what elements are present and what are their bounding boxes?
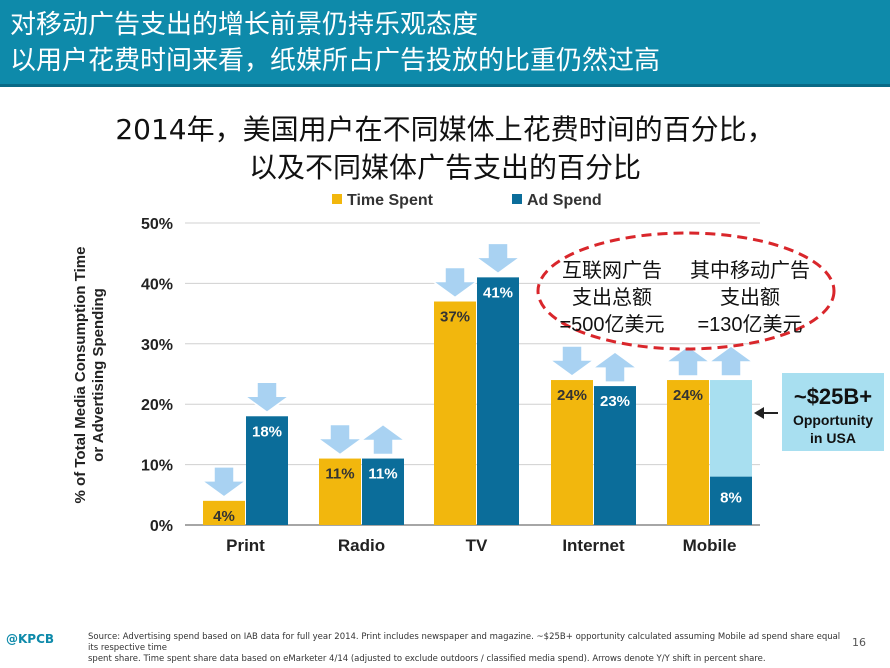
y-tick-label: 40% [141, 276, 173, 293]
header-line-2: 以用户花费时间来看，纸媒所占广告投放的比重仍然过高 [10, 46, 661, 76]
y-axis-title-line-2: or Advertising Spending [90, 288, 107, 462]
bar-mobile-ad-spend [710, 476, 752, 525]
shift-arrow-down [315, 423, 365, 456]
opportunity-pointer-head [754, 407, 764, 419]
y-tick-label: 10% [141, 458, 173, 475]
shift-arrow-up [358, 423, 408, 456]
data-label: 11% [368, 466, 397, 483]
y-tick-label: 30% [141, 337, 173, 354]
bar-print-time-spent [203, 500, 245, 525]
footnote-line-1: Source: Advertising spend based on IAB d… [88, 632, 841, 653]
y-axis-title-line-1: % of Total Media Consumption Time [72, 247, 89, 504]
bar-radio-time-spent [319, 458, 361, 525]
shift-arrow-down [430, 266, 480, 299]
callout-left-line: 互联网广告 [562, 259, 662, 282]
legend-label: Ad Spend [527, 192, 602, 209]
footnote-line-2: spent share. Time spent share data based… [88, 654, 766, 664]
shift-arrow-down [242, 381, 292, 414]
data-label: 11% [325, 466, 354, 483]
data-label: 18% [252, 423, 282, 440]
data-label: 23% [600, 393, 630, 410]
data-label: 4% [213, 508, 235, 525]
shift-arrow-down [199, 466, 249, 498]
kpcb-logo: @KPCB [6, 632, 55, 646]
bar-mobile-time-spent [667, 380, 709, 525]
shift-arrow-down [547, 345, 597, 377]
data-label: 41% [483, 284, 513, 301]
x-tick-label: Radio [338, 536, 385, 555]
data-label: 8% [720, 490, 742, 507]
callout-right-line: 支出额 [720, 286, 780, 309]
x-tick-label: Internet [562, 536, 625, 555]
shift-arrow-up [706, 345, 756, 377]
legend-label: Time Spent [347, 192, 434, 209]
header-line-1: 对移动广告支出的增长前景仍持乐观态度 [10, 10, 479, 40]
x-tick-label: TV [466, 536, 488, 555]
legend-swatch-time-spent [332, 194, 342, 204]
shift-arrow-up [663, 345, 713, 377]
opportunity-amount: ~$25B+ [794, 384, 872, 409]
data-label: 37% [440, 309, 470, 326]
bar-radio-ad-spend [362, 458, 404, 525]
opportunity-region: in USA [810, 430, 856, 446]
opportunity-label: Opportunity [793, 412, 873, 428]
callout-left-line: =500亿美元 [559, 313, 664, 336]
chart-title: 2014年，美国用户在不同媒体上花费时间的百分比， [115, 113, 775, 146]
legend-swatch-ad-spend [512, 194, 522, 204]
callout-ellipse [536, 231, 836, 351]
x-tick-label: Mobile [683, 536, 737, 555]
shift-arrow-up [590, 351, 640, 383]
chart-subtitle: 以及不同媒体广告支出的百分比 [248, 151, 641, 184]
bar-tv-ad-spend [477, 277, 519, 525]
callout-right-line: =130亿美元 [697, 313, 802, 336]
callout-right-line: 其中移动广告 [690, 259, 810, 282]
callout-left-line: 支出总额 [572, 286, 652, 309]
bar-internet-time-spent [551, 380, 593, 525]
data-label: 24% [557, 387, 587, 404]
bar-internet-ad-spend [594, 386, 636, 525]
bar-print-ad-spend [246, 416, 288, 525]
opportunity-box [782, 373, 884, 451]
source-footnote: Source: Advertising spend based on IAB d… [88, 632, 848, 665]
x-tick-label: Print [226, 536, 265, 555]
shift-arrow-down [473, 242, 523, 275]
page-number: 16 [852, 636, 866, 649]
bar-tv-time-spent [434, 301, 476, 525]
data-label: 24% [673, 387, 703, 404]
y-tick-label: 50% [141, 216, 173, 233]
y-tick-label: 0% [150, 518, 173, 535]
y-tick-label: 20% [141, 397, 173, 414]
slide-header: 对移动广告支出的增长前景仍持乐观态度 以用户花费时间来看，纸媒所占广告投放的比重… [0, 0, 890, 87]
